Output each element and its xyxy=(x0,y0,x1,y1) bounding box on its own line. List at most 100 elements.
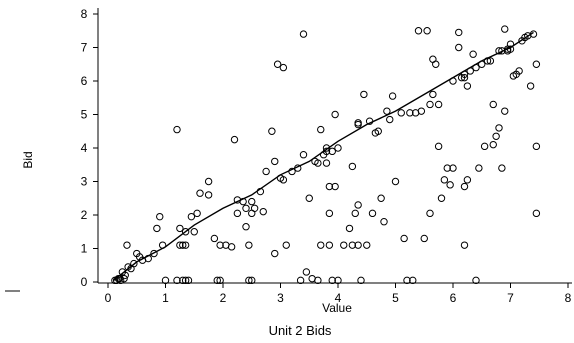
data-point xyxy=(248,197,256,206)
data-point xyxy=(181,228,190,236)
data-point xyxy=(245,276,253,285)
data-point xyxy=(460,73,469,82)
data-point xyxy=(526,82,535,90)
data-point xyxy=(532,209,541,218)
data-point xyxy=(463,82,472,90)
y-tick-label: 0 xyxy=(81,275,88,289)
data-point xyxy=(116,276,125,285)
data-point xyxy=(354,241,362,249)
data-point xyxy=(317,125,325,134)
data-point xyxy=(446,181,454,189)
data-point xyxy=(181,276,190,285)
data-point xyxy=(305,194,313,202)
data-point xyxy=(210,234,219,243)
data-point xyxy=(469,50,477,58)
y-tick-label: 2 xyxy=(81,208,88,222)
data-point xyxy=(216,241,224,249)
data-point xyxy=(480,142,489,151)
data-point xyxy=(334,276,342,285)
data-point xyxy=(368,209,377,218)
data-point xyxy=(271,157,279,166)
data-point xyxy=(181,241,190,249)
data-point xyxy=(259,207,267,216)
y-tick-label: 1 xyxy=(81,242,88,256)
data-point xyxy=(204,191,213,199)
data-point xyxy=(489,100,497,109)
y-tick-label: 7 xyxy=(81,41,88,55)
data-point xyxy=(328,147,336,156)
data-point xyxy=(279,63,288,72)
data-point xyxy=(351,209,359,218)
data-point xyxy=(314,159,322,167)
data-point xyxy=(250,204,259,213)
data-point xyxy=(299,30,308,38)
x-tick-label: 5 xyxy=(392,291,399,305)
data-point xyxy=(187,212,196,221)
data-point xyxy=(271,249,279,258)
data-point xyxy=(460,182,469,191)
data-point xyxy=(495,124,503,132)
data-point xyxy=(348,241,357,249)
data-point xyxy=(242,204,250,213)
data-point xyxy=(193,209,201,218)
y-tick-label: 4 xyxy=(81,141,88,155)
data-point xyxy=(213,276,221,285)
y-tick-label: 6 xyxy=(81,74,88,88)
data-point xyxy=(179,241,187,249)
data-point xyxy=(233,209,242,218)
data-point xyxy=(190,228,198,236)
data-point xyxy=(328,276,336,285)
data-point xyxy=(437,194,446,202)
data-point xyxy=(173,276,181,285)
data-point xyxy=(273,60,282,68)
data-point xyxy=(391,177,400,186)
x-tick-label: 6 xyxy=(450,291,457,305)
data-points xyxy=(111,25,541,285)
data-point xyxy=(363,241,371,249)
data-point xyxy=(489,140,497,149)
data-point xyxy=(383,107,391,115)
data-point xyxy=(377,194,385,202)
x-ticks: 0 1 2 3 4 5 6 7 8 xyxy=(105,283,572,305)
data-point xyxy=(397,109,405,117)
data-point xyxy=(322,159,331,167)
x-tick-label: 1 xyxy=(162,291,169,305)
data-point xyxy=(268,127,276,135)
data-point xyxy=(380,218,388,226)
data-point xyxy=(282,241,290,249)
x-axis-title: Value xyxy=(322,301,352,315)
data-point xyxy=(429,90,437,99)
data-point xyxy=(325,182,334,191)
trend-line xyxy=(113,31,534,281)
data-point xyxy=(414,27,423,35)
data-point xyxy=(179,276,187,285)
data-point xyxy=(340,241,348,249)
data-point xyxy=(400,234,408,243)
data-point xyxy=(449,164,457,172)
data-point xyxy=(420,234,428,243)
data-point xyxy=(498,164,506,172)
x-tick-label: 3 xyxy=(277,291,284,305)
data-point xyxy=(156,212,164,221)
data-point xyxy=(161,276,170,285)
data-point xyxy=(130,259,138,268)
x-tick-label: 8 xyxy=(565,291,572,305)
data-point xyxy=(455,43,463,52)
data-point xyxy=(302,268,311,276)
data-point xyxy=(184,276,193,285)
data-point xyxy=(432,60,440,68)
data-point xyxy=(245,241,253,249)
y-tick-label: 5 xyxy=(81,108,88,122)
data-point xyxy=(173,125,181,134)
data-point xyxy=(299,151,308,159)
data-point xyxy=(123,241,131,249)
data-point xyxy=(403,276,411,285)
data-point xyxy=(492,132,500,140)
data-point xyxy=(279,176,288,184)
data-point xyxy=(216,276,224,285)
data-point xyxy=(443,164,451,172)
data-point xyxy=(472,276,480,285)
data-point xyxy=(357,276,365,285)
data-point xyxy=(176,241,184,249)
